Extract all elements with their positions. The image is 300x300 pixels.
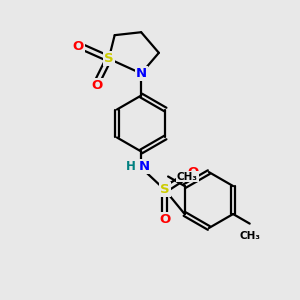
Text: O: O: [187, 166, 198, 178]
Text: N: N: [136, 67, 147, 80]
Text: O: O: [72, 40, 83, 53]
Text: CH₃: CH₃: [239, 231, 260, 241]
Text: O: O: [159, 213, 170, 226]
Text: N: N: [139, 160, 150, 173]
Text: O: O: [92, 79, 103, 92]
Text: CH₃: CH₃: [177, 172, 198, 182]
Text: H: H: [126, 160, 136, 173]
Text: S: S: [104, 52, 114, 65]
Text: S: S: [160, 183, 169, 196]
